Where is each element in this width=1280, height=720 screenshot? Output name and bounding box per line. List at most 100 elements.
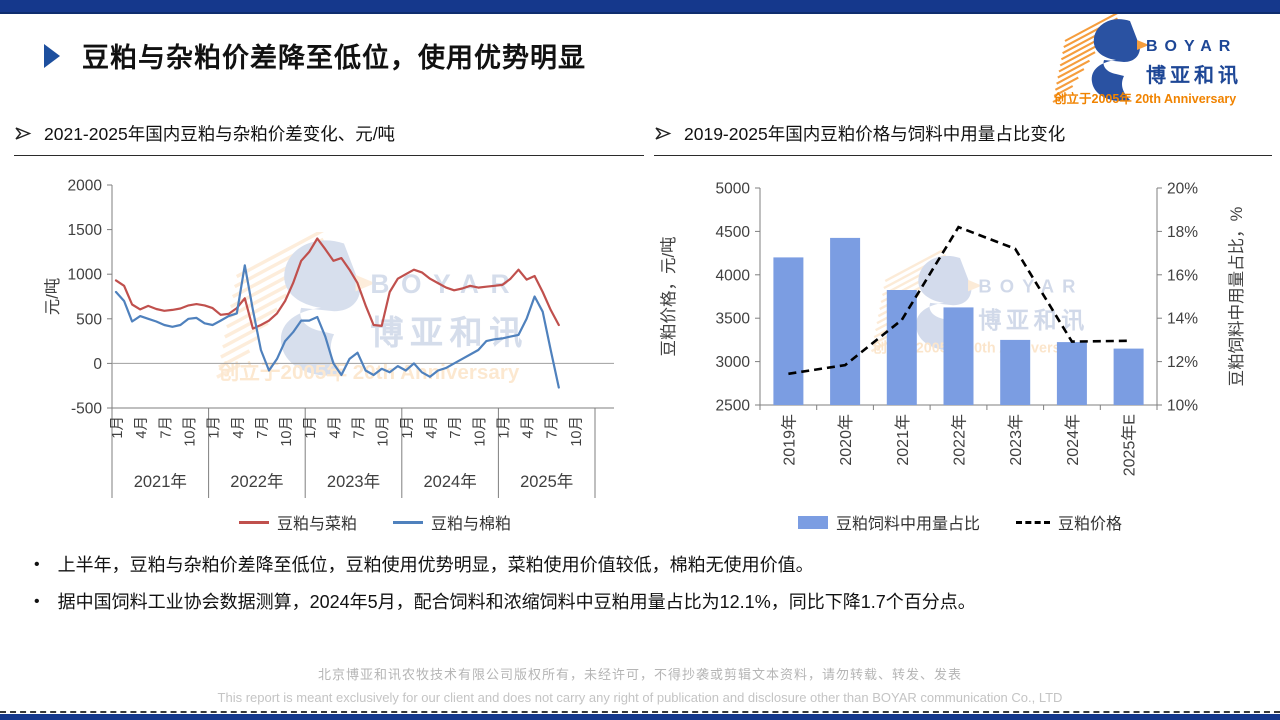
footer: 北京博亚和讯农牧技术有限公司版权所有，未经许可，不得抄袭或剪辑文本资料，请勿转载… (0, 664, 1280, 705)
svg-text:2500: 2500 (716, 398, 751, 415)
bottom-dashed-divider (0, 711, 1280, 713)
legend-line-swatch (238, 520, 269, 524)
svg-text:4月: 4月 (134, 416, 150, 439)
svg-text:3000: 3000 (716, 354, 751, 371)
legend-line-swatch (393, 520, 423, 524)
price-usage-combo-chart: 2500 3000 3500 4000 4500 5000 10% 12% 14% 16% 18% 2… (659, 181, 1246, 477)
svg-text:2024年: 2024年 (423, 472, 476, 491)
svg-text:1500: 1500 (68, 222, 103, 239)
bullet-list: • 上半年，豆粕与杂粕价差降至低位，豆粕使用优势明显，菜粕使用价值较低，棉粕无使… (30, 553, 1260, 627)
bird-beak (1137, 40, 1149, 50)
svg-text:2022年: 2022年 (951, 414, 969, 466)
svg-text:14%: 14% (1167, 311, 1198, 328)
legend-dash-swatch (1016, 520, 1050, 524)
svg-text:4500: 4500 (716, 224, 751, 241)
svg-text:0: 0 (93, 356, 102, 373)
svg-text:7月: 7月 (352, 416, 368, 439)
svg-text:4月: 4月 (521, 416, 537, 439)
boyar-bird-icon (1052, 14, 1149, 103)
svg-text:7月: 7月 (158, 416, 174, 439)
svg-text:16%: 16% (1167, 267, 1198, 284)
svg-text:10月: 10月 (279, 416, 295, 447)
footer-disclaimer-en: This report is meant exclusively for our… (217, 690, 1063, 705)
bird-body (1091, 19, 1140, 102)
legend-item-豆粕与菜粕: 豆粕与菜粕 (238, 510, 357, 534)
svg-text:1月: 1月 (400, 416, 416, 439)
logo-tagline: 创立于2005年 20th Anniversary (1054, 92, 1237, 106)
svg-text:10月: 10月 (569, 416, 585, 447)
bullet-item: • 上半年，豆粕与杂粕价差降至低位，豆粕使用优势明显，菜粕使用价值较低，棉粕无使… (30, 553, 1260, 577)
legend-label: 豆粕价格 (1058, 516, 1123, 533)
price-usage-chart-box: 2500 3000 3500 4000 4500 5000 10% 12% 14% 16% 18% 2… (650, 168, 1280, 540)
section-header-right: 2019-2025年国内豆粕价格与饲料中用量占比变化 (654, 121, 1272, 156)
page-title: 豆粕与杂粕价差降至低位，使用优势明显 (82, 43, 586, 73)
svg-text:1000: 1000 (68, 267, 103, 284)
svg-text:10月: 10月 (183, 416, 199, 447)
svg-text:7月: 7月 (545, 416, 561, 439)
bottom-accent-bar (0, 714, 1280, 720)
legend-label: 豆粕饲料中用量占比 (835, 516, 980, 533)
legend-item-price: 豆粕价格 (1016, 510, 1122, 534)
svg-text:2024年: 2024年 (1064, 414, 1082, 466)
svg-text:元/吨: 元/吨 (43, 278, 62, 316)
svg-text:500: 500 (76, 311, 102, 328)
bullet-dot: • (34, 593, 40, 610)
boyar-logo: BOYAR 博亚和讯 创立于2005年 20th Anniversary (1050, 14, 1245, 106)
svg-text:7月: 7月 (448, 416, 464, 439)
svg-text:豆粕价格，元/吨: 豆粕价格，元/吨 (659, 236, 678, 356)
price-usage-legend: 豆粕饲料中用量占比 豆粕价格 (760, 510, 1160, 534)
svg-text:-500: -500 (71, 401, 102, 418)
svg-text:12%: 12% (1167, 354, 1198, 371)
svg-text:2000: 2000 (68, 178, 103, 195)
legend-item-豆粕与棉粕: 豆粕与棉粕 (393, 510, 511, 534)
price-spread-line-chart: 2000 1500 1000 500 0 -500 1月 4月 7月 10月 2021年 1月 4月 7月… (43, 178, 614, 498)
top-accent-bar (0, 0, 1280, 14)
svg-text:2025年: 2025年 (520, 472, 573, 491)
svg-text:4000: 4000 (716, 267, 751, 284)
logo-boyar-text: BOYAR (1146, 38, 1238, 55)
svg-text:4月: 4月 (424, 416, 440, 439)
logo-cn-text: 博亚和讯 (1146, 65, 1242, 87)
legend-label: 豆粕与棉粕 (431, 516, 512, 533)
section-arrow-icon (655, 127, 672, 140)
legend-bar-swatch (797, 515, 828, 529)
svg-text:2022年: 2022年 (230, 472, 283, 491)
logo-texts: BOYAR 博亚和讯 (1146, 38, 1242, 88)
svg-text:4月: 4月 (327, 416, 343, 439)
svg-text:2025年E: 2025年E (1121, 414, 1139, 476)
svg-text:1月: 1月 (496, 416, 512, 439)
title-row: 豆粕与杂粕价差降至低位，使用优势明显 (44, 36, 586, 75)
svg-text:10月: 10月 (376, 416, 392, 447)
bullet-text-2: 据中国饲料工业协会数据测算，2024年5月，配合饲料和浓缩饲料中豆粕用量占比为1… (57, 592, 976, 612)
section-header-right-label: 2019-2025年国内豆粕价格与饲料中用量占比变化 (684, 124, 1066, 144)
footer-copyright-cn: 北京博亚和讯农牧技术有限公司版权所有，未经许可，不得抄袭或剪辑文本资料，请勿转载… (317, 667, 962, 682)
bullet-text-1: 上半年，豆粕与杂粕价差降至低位，豆粕使用优势明显，菜粕使用价值较低，棉粕无使用价… (57, 555, 814, 575)
svg-text:豆粕饲料中用量占比，%: 豆粕饲料中用量占比，% (1227, 206, 1246, 386)
svg-text:2021年: 2021年 (894, 414, 912, 466)
price-spread-legend: 豆粕与菜粕 豆粕与棉粕 (112, 510, 638, 534)
svg-text:1月: 1月 (110, 416, 126, 439)
svg-text:1月: 1月 (207, 416, 223, 439)
svg-text:10%: 10% (1167, 398, 1198, 415)
svg-text:1月: 1月 (303, 416, 319, 439)
svg-text:2021年: 2021年 (134, 472, 187, 491)
bullet-dot: • (34, 556, 40, 573)
svg-text:2020年: 2020年 (837, 414, 855, 466)
section-header-left: 2021-2025年国内豆粕与杂粕价差变化、元/吨 (14, 121, 644, 156)
svg-text:4月: 4月 (231, 416, 247, 439)
svg-text:18%: 18% (1167, 224, 1198, 241)
svg-text:2019年: 2019年 (780, 414, 798, 466)
svg-text:3500: 3500 (716, 311, 751, 328)
section-header-left-label: 2021-2025年国内豆粕与杂粕价差变化、元/吨 (44, 124, 396, 144)
svg-text:5000: 5000 (716, 181, 751, 198)
price-spread-chart-box: 2000 1500 1000 500 0 -500 1月 4月 7月 10月 2021年 1月 4月 7月… (0, 168, 648, 540)
section-arrow-icon (15, 127, 32, 140)
svg-text:20%: 20% (1167, 181, 1198, 198)
svg-text:2023年: 2023年 (1007, 414, 1025, 466)
svg-text:10月: 10月 (472, 416, 488, 447)
legend-label: 豆粕与菜粕 (276, 516, 357, 533)
title-triangle-icon (44, 43, 60, 68)
svg-text:2023年: 2023年 (327, 472, 380, 491)
svg-text:7月: 7月 (255, 416, 271, 439)
legend-item-usage: 豆粕饲料中用量占比 (797, 510, 980, 534)
